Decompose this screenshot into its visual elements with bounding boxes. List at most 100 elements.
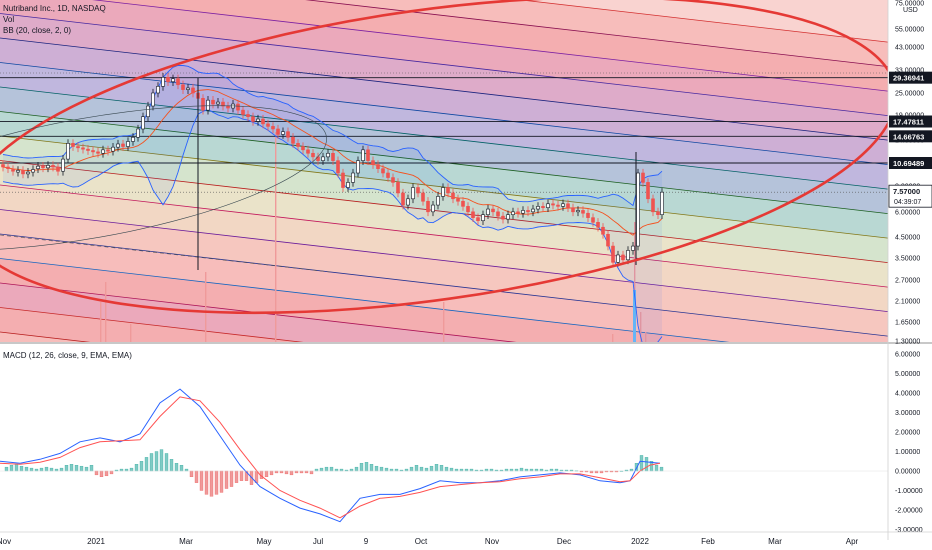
time-tick-label: 9: [364, 537, 369, 546]
candle-body: [531, 208, 535, 213]
macd-histogram-bar: [59, 467, 64, 472]
channel-band: [0, 111, 888, 239]
macd-histogram-bar: [79, 465, 84, 472]
bb-indicator-label[interactable]: BB (20, close, 2, 0): [3, 26, 72, 35]
candle-body: [111, 146, 115, 152]
macd-tick-label: 2.00000: [895, 430, 920, 437]
macd-histogram-bar: [164, 453, 169, 472]
price-tick-label: 33.00000: [895, 68, 924, 75]
channel-band: [0, 332, 87, 342]
candle-body: [51, 165, 55, 168]
candle-body: [341, 172, 345, 188]
bb-lower-band: [2, 108, 663, 342]
candle-body: [21, 170, 25, 175]
macd-histogram-bar: [269, 470, 274, 476]
candle-body: [151, 92, 155, 107]
candle-body: [186, 87, 190, 90]
channel-line: [305, 0, 888, 68]
candle-body: [26, 171, 30, 175]
macd-histogram-bar: [454, 468, 459, 472]
candle-body: [456, 198, 460, 202]
channel-band: [0, 0, 888, 116]
candle-body: [221, 101, 225, 107]
macd-histogram-bar: [304, 470, 309, 474]
candle-body: [36, 165, 40, 169]
candle-body: [181, 84, 185, 90]
currency-label: USD: [903, 7, 918, 14]
price-tick-label: 2.10000: [895, 299, 920, 306]
candle-body: [611, 245, 615, 263]
candle-body: [141, 116, 145, 130]
macd-histogram-bar: [419, 466, 424, 472]
candle-body: [96, 151, 100, 154]
macd-histogram-bar: [9, 464, 14, 472]
channel-band: [0, 136, 888, 263]
ellipse-drawing-inner: [0, 105, 327, 251]
channel-line: [0, 37, 888, 141]
channel-line: [0, 307, 304, 342]
symbol-title[interactable]: Nutriband Inc., 1D, NASDAQ: [3, 4, 106, 13]
candle-body: [346, 182, 350, 188]
candle-body: [76, 146, 80, 149]
volume-bar: [205, 272, 207, 342]
candle-body: [101, 149, 105, 154]
candle-body: [226, 105, 230, 109]
candle-body: [401, 192, 405, 206]
candle-body: [71, 143, 75, 147]
macd-histogram-bar: [179, 464, 184, 472]
macd-histogram-bar: [549, 468, 554, 472]
macd-signal-line: [0, 396, 661, 519]
macd-histogram-bar: [439, 464, 444, 472]
macd-histogram-bar: [204, 470, 209, 495]
level-tag-label: 29.36941: [893, 74, 924, 83]
macd-histogram-bar: [34, 468, 39, 472]
candle-body: [366, 149, 370, 161]
candle-body: [556, 204, 560, 207]
macd-histogram-bar: [599, 470, 604, 474]
macd-tick-label: 3.00000: [895, 410, 920, 417]
candle-body: [551, 203, 555, 206]
time-tick-label: Nov: [485, 537, 499, 546]
candle-body: [321, 156, 325, 161]
macd-histogram-bar: [319, 467, 324, 472]
channel-line: [0, 62, 888, 166]
macd-histogram-bar: [644, 457, 649, 472]
macd-histogram-bar: [324, 466, 329, 472]
macd-tick-label: -1.00000: [895, 488, 923, 495]
candle-body: [496, 211, 500, 217]
level-tag: [889, 157, 932, 169]
channel-band: [0, 38, 888, 165]
candle-body: [636, 172, 640, 247]
macd-histogram-bar: [189, 470, 194, 477]
macd-indicator-label[interactable]: MACD (12, 26, close, 9, EMA, EMA): [3, 351, 132, 360]
vol-indicator-label[interactable]: Vol: [3, 15, 15, 24]
macd-histogram-bar: [354, 466, 359, 472]
price-tick-label: 43.00000: [895, 45, 924, 52]
macd-histogram-bar: [234, 470, 239, 483]
macd-histogram-bar: [279, 470, 284, 474]
macd-tick-label: 4.00000: [895, 391, 920, 398]
macd-histogram-bar: [334, 468, 339, 472]
candle-body: [106, 149, 110, 152]
candle-body: [641, 172, 645, 183]
channel-band: [0, 13, 888, 141]
candle-body: [201, 98, 205, 111]
macd-histogram-bar: [4, 466, 9, 472]
candle-body: [516, 211, 520, 214]
macd-histogram-bar: [139, 461, 144, 472]
macd-histogram-bar: [629, 468, 634, 472]
macd-histogram-bar: [99, 470, 104, 477]
candle-body: [31, 169, 35, 173]
macd-histogram-bar: [264, 470, 269, 477]
macd-histogram-bar: [124, 468, 129, 472]
macd-histogram-bar: [144, 457, 149, 472]
time-tick-label: 2021: [87, 537, 105, 546]
last-price-tag: [888, 184, 932, 208]
time-tick-label: Oct: [415, 537, 428, 546]
macd-histogram-bar: [14, 464, 19, 472]
macd-histogram-bar: [469, 468, 474, 472]
volume-bar: [633, 290, 636, 342]
macd-histogram-bar: [214, 470, 219, 495]
candle-body: [216, 101, 220, 105]
